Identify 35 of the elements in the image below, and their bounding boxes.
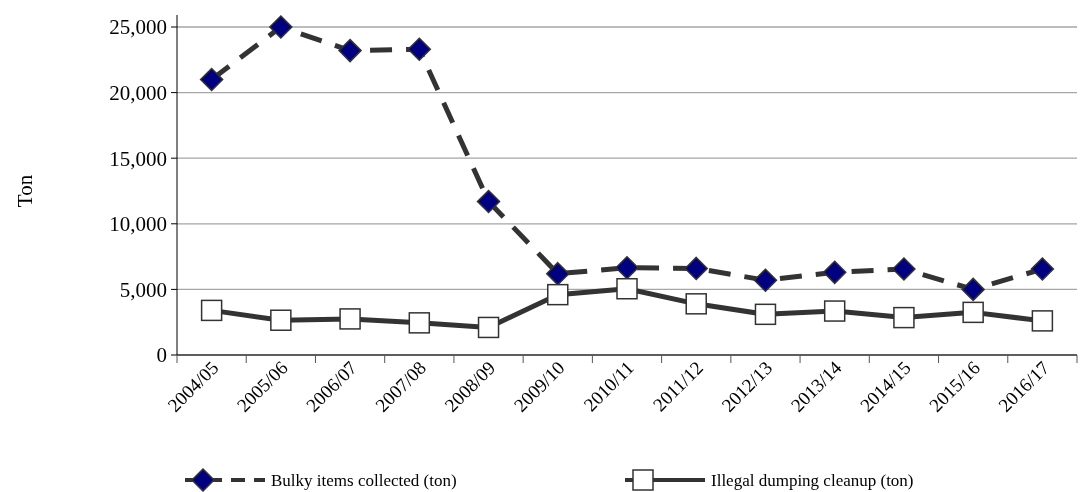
- point: [1030, 257, 1055, 281]
- point: [615, 256, 639, 280]
- point: [270, 309, 292, 331]
- point: [199, 67, 224, 92]
- point: [339, 308, 361, 330]
- y-tick-label: 15,000: [109, 146, 167, 171]
- y-tick-label: 20,000: [109, 80, 167, 105]
- point: [822, 260, 847, 285]
- point: [547, 283, 569, 306]
- point: [616, 277, 638, 300]
- legend-label: Illegal dumping cleanup (ton): [711, 470, 914, 490]
- point: [269, 15, 293, 39]
- point: [408, 312, 431, 334]
- y-tick-label: 0: [156, 343, 167, 368]
- point: [684, 256, 708, 281]
- point: [961, 277, 985, 302]
- point: [754, 303, 777, 326]
- point: [753, 268, 778, 292]
- point: [338, 38, 362, 63]
- point: [823, 300, 846, 322]
- y-tick-label: 10,000: [109, 212, 167, 237]
- y-axis-title: Ton: [13, 174, 37, 208]
- point: [476, 189, 501, 214]
- point: [200, 299, 223, 322]
- point: [892, 257, 916, 281]
- point: [407, 37, 432, 62]
- y-tick-label: 5,000: [119, 277, 167, 302]
- legend-label: Bulky items collected (ton): [271, 470, 457, 490]
- point: [477, 316, 500, 339]
- point: [962, 301, 984, 324]
- point: [893, 306, 915, 329]
- y-tick-label: 25,000: [109, 15, 167, 40]
- point: [685, 293, 707, 315]
- point: [546, 261, 570, 286]
- point: [1031, 310, 1054, 332]
